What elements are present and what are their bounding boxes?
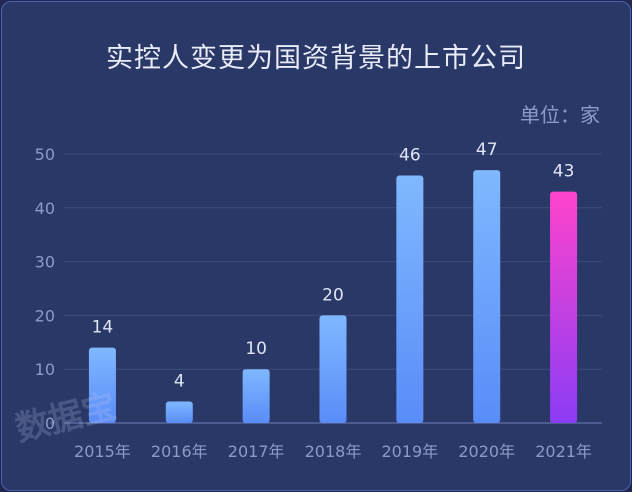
bar <box>550 191 578 423</box>
bar <box>319 315 347 423</box>
data-label: 10 <box>245 339 267 359</box>
bar <box>396 175 424 423</box>
x-tick-label: 2015年 <box>74 442 131 461</box>
unit-label: 单位：家 <box>520 103 600 127</box>
y-tick-label: 40 <box>35 199 55 218</box>
x-tick-label: 2019年 <box>381 442 438 461</box>
data-label: 4 <box>174 371 185 391</box>
x-tick-label: 2017年 <box>228 442 285 461</box>
bar <box>165 401 193 423</box>
y-tick-label: 0 <box>45 414 55 433</box>
y-axis: 0 10 20 30 40 50 <box>35 145 55 433</box>
bars <box>88 170 578 423</box>
y-tick-label: 20 <box>35 306 55 325</box>
data-label: 46 <box>399 146 421 166</box>
x-tick-label: 2020年 <box>458 442 515 461</box>
y-tick-label: 10 <box>35 360 55 379</box>
data-label: 14 <box>92 318 114 338</box>
y-tick-label: 50 <box>35 145 55 164</box>
data-labels: 14 4 10 20 46 47 43 <box>92 140 575 391</box>
x-tick-label: 2016年 <box>151 442 208 461</box>
bar <box>242 369 270 423</box>
data-label: 20 <box>322 285 344 305</box>
bar <box>473 170 501 423</box>
x-axis: 2015年 2016年 2017年 2018年 2019年 2020年 2021年 <box>74 442 592 461</box>
x-tick-label: 2018年 <box>305 442 362 461</box>
chart-title: 实控人变更为国资背景的上市公司 <box>106 43 526 74</box>
bar <box>88 347 116 423</box>
data-label: 47 <box>476 140 498 160</box>
data-label: 43 <box>553 162 575 182</box>
y-tick-label: 30 <box>35 253 55 272</box>
x-tick-label: 2021年 <box>535 442 592 461</box>
